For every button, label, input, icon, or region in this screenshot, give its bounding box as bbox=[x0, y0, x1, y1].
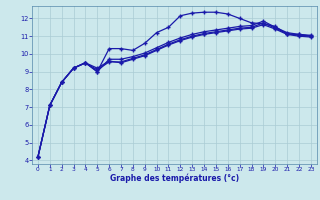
X-axis label: Graphe des températures (°c): Graphe des températures (°c) bbox=[110, 174, 239, 183]
